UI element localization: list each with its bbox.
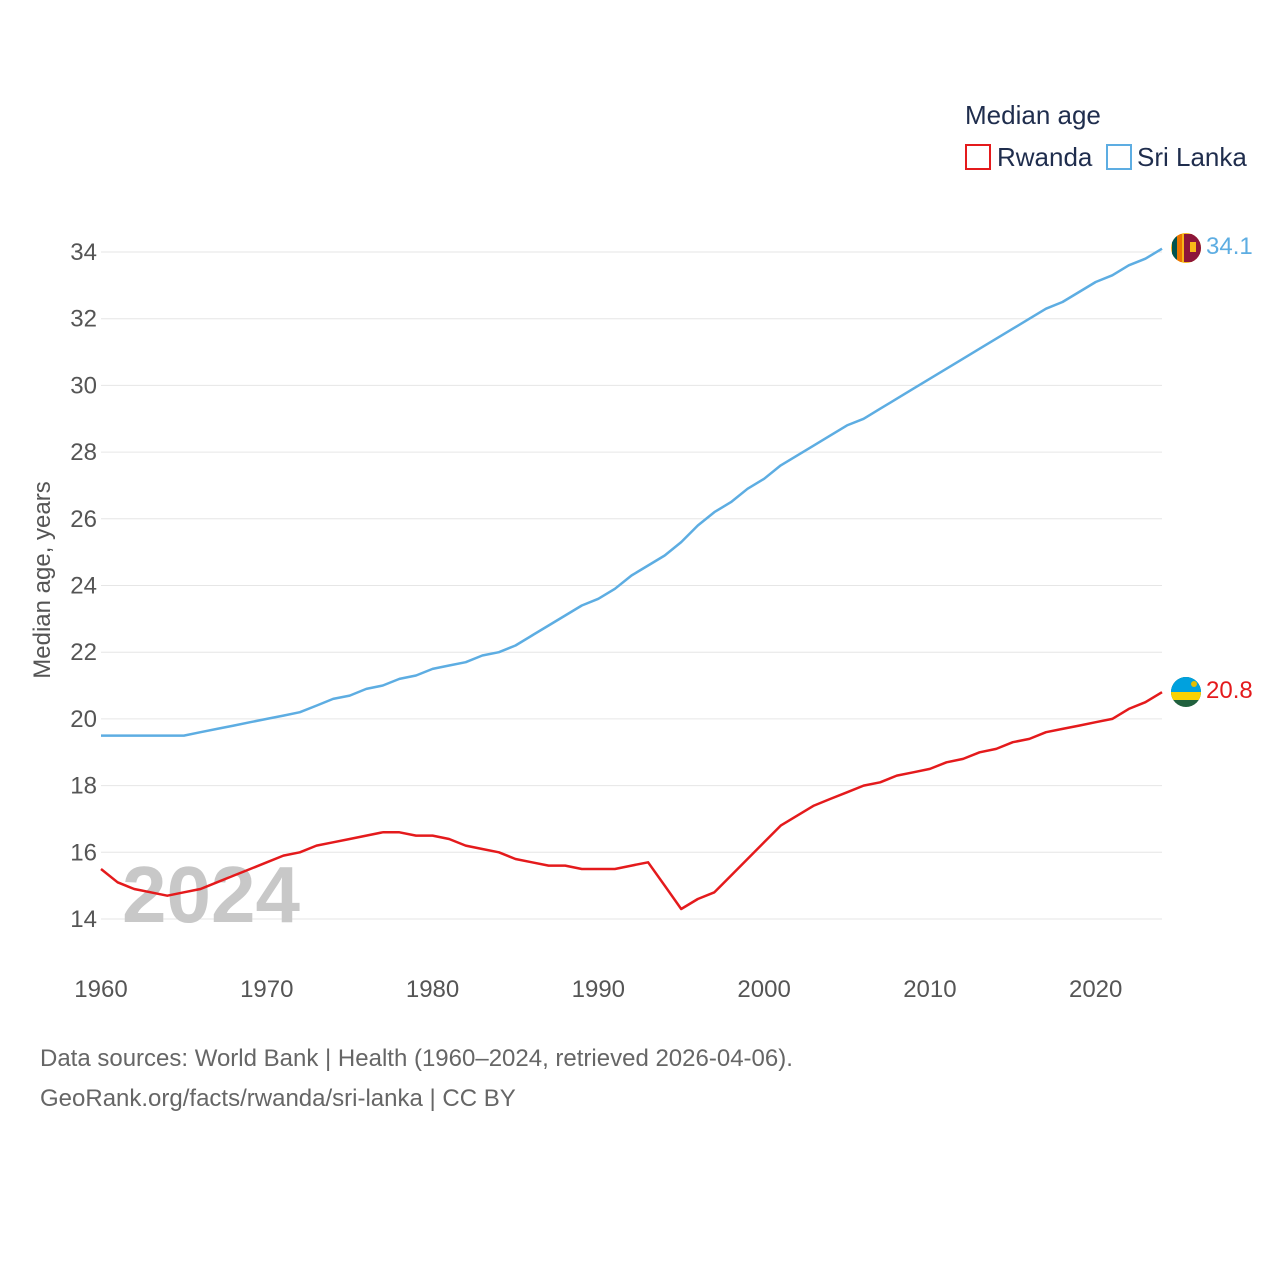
x-tick-label: 2020 <box>1069 976 1122 1003</box>
x-tick-label: 1980 <box>406 976 459 1003</box>
end-value-label-rwanda: 20.8 <box>1206 677 1253 704</box>
y-axis-ticks: 14 16 18 20 22 24 26 28 30 32 34 <box>70 239 97 933</box>
x-axis-ticks: 1960 1970 1980 1990 2000 2010 2020 <box>74 976 1122 1003</box>
legend-swatch-rwanda <box>965 144 991 170</box>
footer-sources: Data sources: World Bank | Health (1960–… <box>40 1045 793 1072</box>
y-tick-label: 28 <box>70 439 97 466</box>
footer-attribution[interactable]: GeoRank.org/facts/rwanda/sri-lanka | CC … <box>40 1085 516 1112</box>
y-tick-label: 20 <box>70 706 97 733</box>
y-tick-label: 18 <box>70 773 97 800</box>
gridlines <box>101 251 1162 920</box>
legend-item-sri-lanka[interactable]: Sri Lanka <box>1106 142 1247 172</box>
series-line-rwanda <box>100 691 1163 911</box>
x-tick-label: 1970 <box>240 976 293 1003</box>
end-value-label-sri-lanka: 34.1 <box>1206 233 1253 260</box>
y-tick-label: 32 <box>70 306 97 333</box>
y-tick-label: 16 <box>70 839 97 866</box>
rwanda-flag-icon <box>1171 677 1201 707</box>
y-tick-label: 22 <box>70 639 97 666</box>
legend-item-rwanda[interactable]: Rwanda <box>965 142 1093 172</box>
y-axis-title: Median age, years <box>29 481 56 678</box>
series-line-sri-lanka <box>101 247 1163 737</box>
y-tick-label: 14 <box>70 906 97 933</box>
sri-lanka-flag-icon <box>1171 233 1201 263</box>
y-tick-label: 30 <box>70 372 97 399</box>
y-tick-label: 24 <box>70 573 97 600</box>
legend-label-sri-lanka: Sri Lanka <box>1137 142 1247 172</box>
x-tick-label: 1960 <box>74 976 127 1003</box>
legend-title: Median age <box>965 100 1101 130</box>
legend-swatch-sri-lanka <box>1106 144 1132 170</box>
x-tick-label: 2010 <box>903 976 956 1003</box>
x-tick-label: 2000 <box>737 976 790 1003</box>
year-watermark: 2024 <box>122 850 300 939</box>
y-tick-label: 26 <box>70 506 97 533</box>
y-tick-label: 34 <box>70 239 97 266</box>
x-tick-label: 1990 <box>572 976 625 1003</box>
legend-label-rwanda: Rwanda <box>997 142 1093 172</box>
series-lines <box>100 247 1163 911</box>
